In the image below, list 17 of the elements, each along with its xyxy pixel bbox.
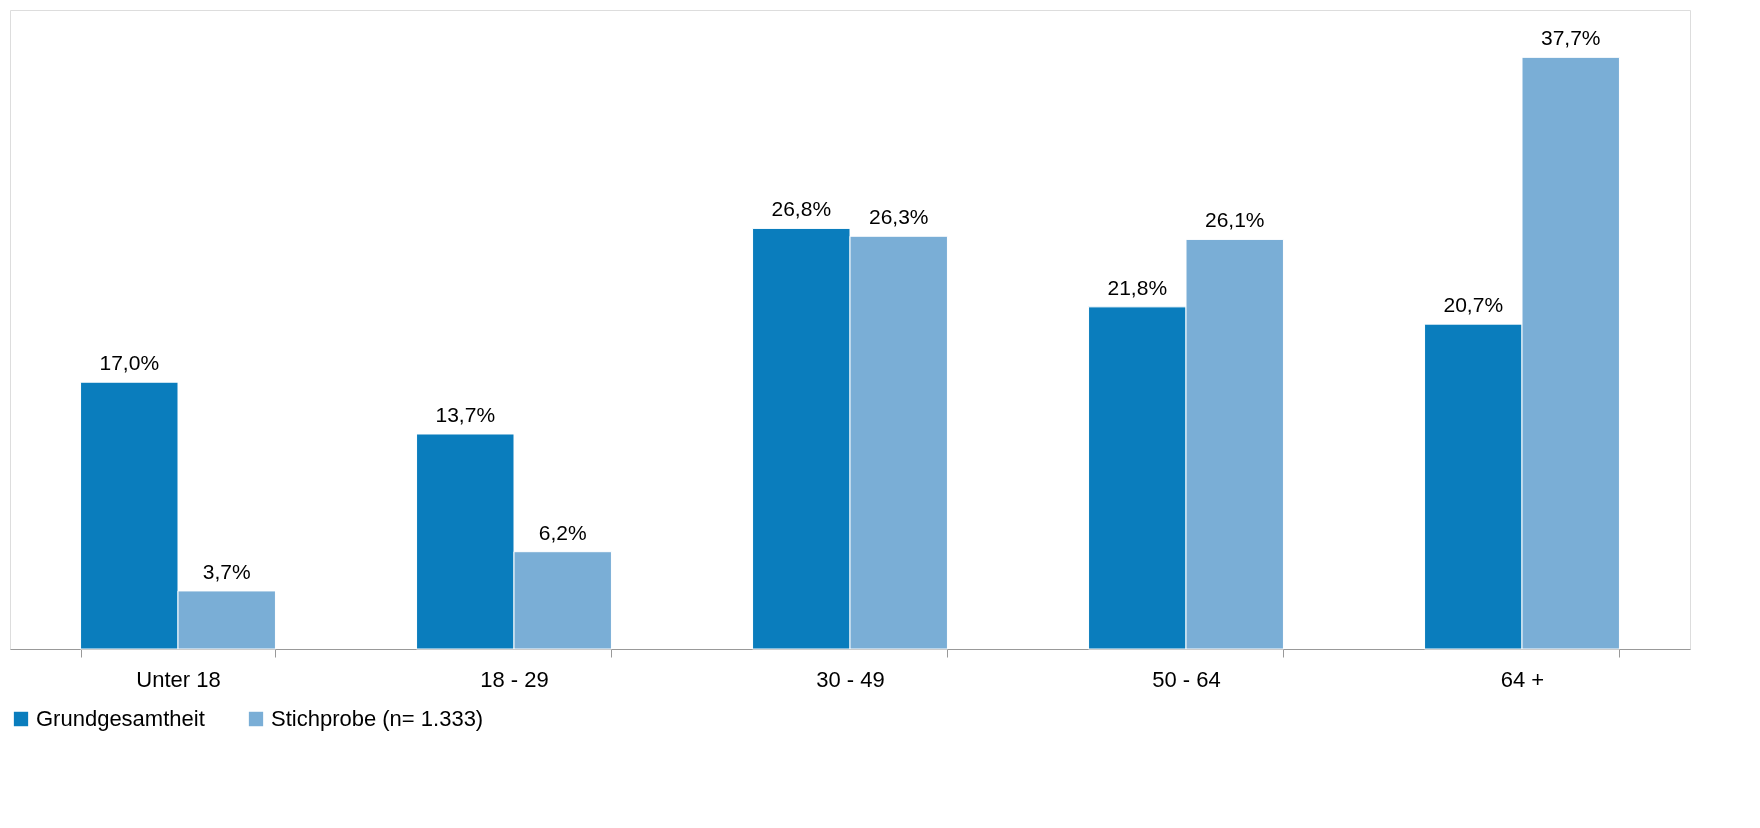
data-label: 26,8%	[771, 197, 832, 221]
data-label: 17,0%	[99, 351, 160, 375]
data-label: 37,7%	[1540, 26, 1601, 50]
data-label: 26,1%	[1204, 208, 1265, 232]
data-label: 3,7%	[202, 559, 251, 583]
data-label: 6,2%	[538, 520, 587, 544]
x-tick-label: 64 +	[1500, 666, 1545, 692]
data-label: 21,8%	[1107, 275, 1168, 299]
legend-label: Grundgesamtheit	[36, 706, 205, 731]
data-label: 20,7%	[1443, 293, 1504, 317]
data-label: 26,3%	[868, 205, 929, 229]
data-label: 13,7%	[435, 402, 496, 426]
x-tick-label: 18 - 29	[480, 666, 549, 692]
x-tick-label: 50 - 64	[1152, 666, 1221, 692]
x-tick-label: 30 - 49	[816, 666, 885, 692]
x-tick-label: Unter 18	[136, 666, 221, 692]
legend-label: Stichprobe (n= 1.333)	[271, 706, 484, 731]
